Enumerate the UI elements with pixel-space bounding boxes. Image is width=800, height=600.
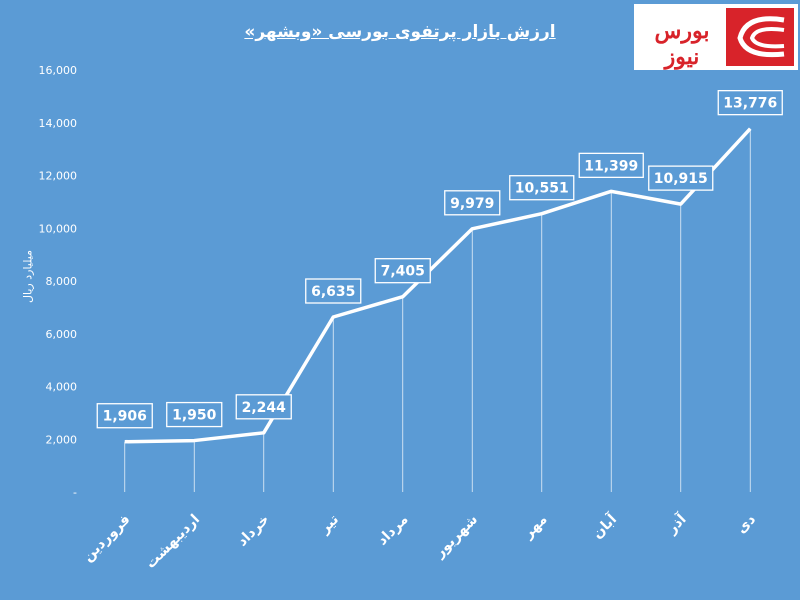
data-label-box xyxy=(166,401,223,428)
data-label: 10,915 xyxy=(654,171,708,187)
data-label-box xyxy=(509,175,575,201)
y-tick-label: 10,000 xyxy=(39,222,78,235)
data-label: 13,776 xyxy=(723,96,777,112)
data-label-box xyxy=(374,258,431,284)
bourse-news-logo: بورس نیوز xyxy=(634,4,798,70)
data-label: 1,950 xyxy=(172,408,217,424)
data-label: 1,906 xyxy=(103,409,147,425)
data-label-box xyxy=(717,90,783,116)
x-category-label: مرداد xyxy=(374,512,411,549)
x-category-label: دی xyxy=(734,512,759,537)
y-tick-label: 4,000 xyxy=(46,381,78,394)
data-label-box xyxy=(578,152,644,179)
data-label-box xyxy=(305,278,362,304)
y-tick-label: 2,000 xyxy=(46,433,78,446)
x-category-label: خرداد xyxy=(234,512,272,550)
data-label: 6,635 xyxy=(311,284,355,300)
data-label-box xyxy=(235,394,292,420)
data-label: 11,399 xyxy=(584,158,638,174)
x-category-label: فروردین xyxy=(80,512,134,566)
y-tick-label: 8,000 xyxy=(46,275,78,288)
data-label: 7,405 xyxy=(381,264,425,280)
bourse-news-logo-icon xyxy=(726,8,794,66)
data-label-box xyxy=(444,190,501,216)
logo-text: بورس نیوز xyxy=(654,18,710,70)
x-category-label: اردیبهشت xyxy=(143,512,203,572)
x-category-label: آبان xyxy=(588,509,621,542)
x-category-label: تیر xyxy=(316,512,342,538)
y-tick-label: 16,000 xyxy=(39,64,78,77)
data-label-box xyxy=(96,403,153,429)
data-label-box xyxy=(648,165,714,191)
y-tick-label: 14,000 xyxy=(39,117,78,130)
x-category-label: آذر xyxy=(662,509,690,537)
data-label: 9,979 xyxy=(450,196,494,212)
y-tick-label: 6,000 xyxy=(46,328,78,341)
data-label: 2,244 xyxy=(242,400,287,416)
y-tick-label: 12,000 xyxy=(39,170,78,183)
y-tick-label: - xyxy=(73,486,77,499)
x-category-label: مهر xyxy=(520,512,551,543)
series-line xyxy=(124,127,752,444)
chart-title: ارزش بازار پرتفوی بورسی «وبشهر» xyxy=(244,22,556,42)
data-label: 10,551 xyxy=(515,181,569,197)
x-category-label: شهریور xyxy=(431,512,481,562)
